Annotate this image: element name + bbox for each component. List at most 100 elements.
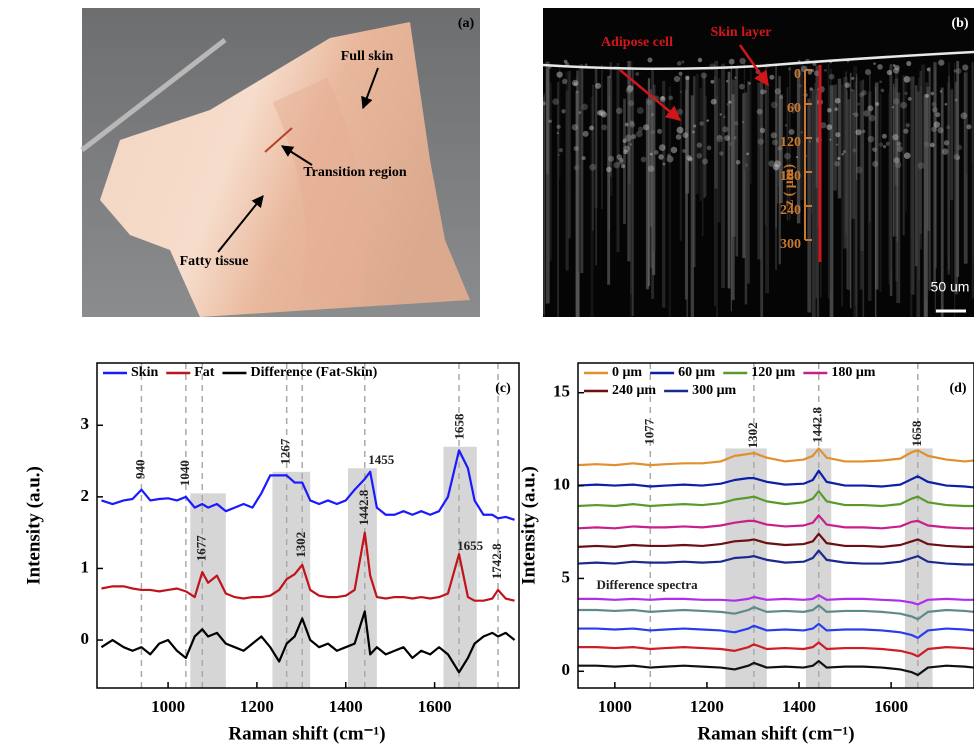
- oct-streak: [966, 68, 968, 174]
- oct-speckle: [868, 136, 875, 143]
- oct-speckle: [944, 140, 949, 145]
- oct-speckle: [826, 124, 832, 130]
- oct-speckle: [893, 64, 896, 67]
- oct-streak: [592, 85, 593, 231]
- oct-speckle: [609, 75, 612, 78]
- y-tick-label: 10: [553, 474, 570, 493]
- legend-label: 60 μm: [678, 365, 715, 380]
- oct-streak: [941, 88, 944, 334]
- oct-speckle: [668, 96, 673, 101]
- oct-speckle: [562, 79, 567, 84]
- oct-speckle: [606, 167, 612, 173]
- oct-streak: [918, 78, 920, 280]
- oct-streak: [610, 80, 613, 196]
- oct-speckle: [903, 129, 908, 134]
- oct-speckle: [945, 103, 948, 106]
- annotation: 1677: [193, 535, 208, 562]
- oct-speckle: [930, 143, 935, 148]
- oct-streak: [702, 73, 703, 237]
- oct-streak: [828, 64, 830, 298]
- oct-speckle: [697, 142, 702, 147]
- oct-speckle: [772, 140, 778, 146]
- legend-label: 120 μm: [751, 365, 795, 380]
- oct-streak: [544, 93, 545, 316]
- panel-label: (d): [949, 381, 966, 396]
- oct-speckle: [677, 109, 683, 115]
- y-tick-label: 0: [562, 660, 571, 679]
- oct-streak: [750, 69, 751, 184]
- oct-streak: [601, 65, 602, 209]
- oct-speckle: [559, 148, 563, 152]
- oct-speckle: [564, 60, 568, 64]
- oct-speckle: [853, 148, 857, 152]
- oct-speckle: [631, 134, 636, 139]
- y-tick-label: 3: [81, 414, 90, 433]
- oct-speckle: [710, 80, 714, 84]
- oct-speckle: [692, 131, 695, 134]
- oct-speckle: [875, 102, 879, 106]
- oct-speckle: [788, 67, 791, 70]
- oct-speckle: [927, 68, 931, 72]
- oct-speckle: [659, 144, 666, 151]
- oct-speckle: [608, 156, 614, 162]
- legend-label: 180 μm: [831, 365, 875, 380]
- oct-speckle: [728, 101, 731, 104]
- oct-speckle: [845, 82, 850, 87]
- oct-speckle: [734, 77, 736, 79]
- oct-streak: [717, 78, 721, 222]
- oct-speckle: [647, 58, 652, 63]
- x-tick-label: 1200: [690, 697, 724, 716]
- oct-speckle: [574, 146, 579, 151]
- x-tick-label: 1000: [598, 697, 632, 716]
- oct-speckle: [578, 111, 581, 114]
- oct-speckle: [904, 92, 907, 95]
- oct-speckle: [768, 160, 774, 166]
- oct-streak: [680, 72, 682, 241]
- oct-speckle: [583, 131, 589, 137]
- oct-speckle: [966, 124, 971, 129]
- oct-speckle: [829, 74, 835, 80]
- oct-speckle: [613, 162, 619, 168]
- panel-label: (c): [495, 381, 511, 396]
- x-tick-label: 1400: [329, 697, 363, 716]
- oct-streak: [888, 93, 890, 284]
- oct-speckle: [558, 154, 560, 156]
- oct-streak: [910, 82, 912, 336]
- annotation: 1655: [457, 538, 484, 553]
- oct-speckle: [556, 72, 562, 78]
- y-tick-label: 2: [81, 486, 90, 505]
- oct-streak: [595, 69, 598, 208]
- oct-speckle: [742, 121, 744, 123]
- oct-speckle: [798, 84, 801, 87]
- oct-speckle: [904, 76, 911, 83]
- oct-speckle: [601, 124, 607, 130]
- legend-label: Skin: [131, 365, 158, 380]
- oct-speckle: [706, 119, 709, 122]
- oct-speckle: [674, 76, 680, 82]
- oct-streak: [880, 94, 882, 292]
- oct-speckle: [760, 128, 766, 134]
- oct-speckle: [736, 160, 741, 165]
- oct-speckle: [872, 161, 878, 167]
- oct-streak: [856, 74, 857, 181]
- depth-label: 60: [787, 101, 801, 116]
- legend-label: 300 μm: [692, 383, 736, 398]
- oct-speckle: [758, 138, 764, 144]
- oct-speckle: [701, 72, 707, 78]
- oct-streak: [623, 99, 626, 224]
- oct-speckle: [676, 134, 682, 140]
- annotation: Transition region: [303, 165, 407, 180]
- oct-speckle: [771, 102, 778, 109]
- oct-speckle: [739, 84, 745, 90]
- oct-speckle: [856, 167, 863, 174]
- oct-speckle: [940, 90, 942, 92]
- oct-streak: [549, 82, 552, 260]
- oct-speckle: [667, 154, 671, 158]
- annotation: 1442.8: [356, 489, 371, 525]
- oct-streak: [950, 89, 953, 200]
- oct-speckle: [681, 60, 684, 63]
- oct-speckle: [842, 153, 844, 155]
- oct-speckle: [924, 142, 930, 148]
- oct-speckle: [897, 142, 902, 147]
- oct-speckle: [698, 58, 702, 62]
